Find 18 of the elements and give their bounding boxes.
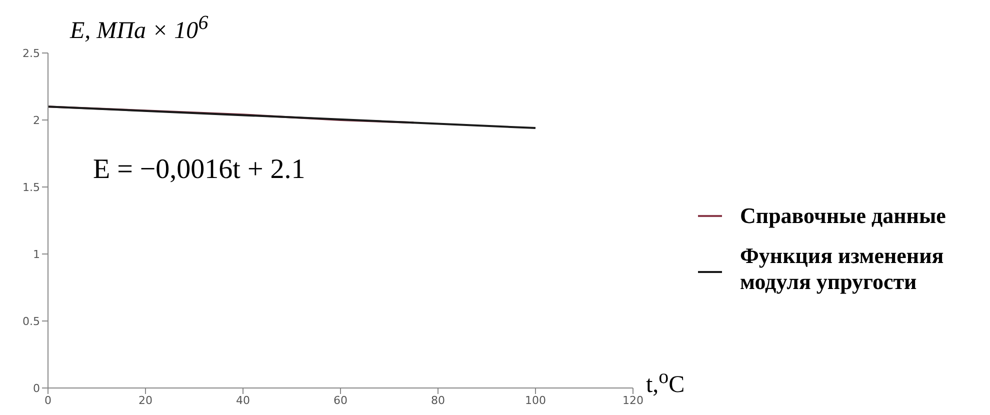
y-axis-title: E, МПа × 10$^{6}$ <box>70 12 208 45</box>
legend-label: Функция изменения модуля упругости <box>740 243 945 295</box>
x-tick-label: 0 <box>44 394 52 407</box>
legend-label: Справочные данные <box>740 203 947 229</box>
y-tick-label: 0 <box>33 382 40 395</box>
x-tick-label: 40 <box>236 394 250 407</box>
x-tick-label: 120 <box>622 394 644 407</box>
x-tick-label: 20 <box>138 394 152 407</box>
x-tick-label: 80 <box>431 394 445 407</box>
y-tick-label: 2 <box>33 114 40 127</box>
x-tick-label: 60 <box>334 394 348 407</box>
x-axis-title: t,$^{o}$C <box>646 366 685 399</box>
y-tick-label: 1 <box>33 248 40 261</box>
y-tick-label: 0.5 <box>22 314 40 328</box>
y-tick-label: 2.5 <box>22 46 40 60</box>
annotation: E = −0,0016t + 2.1 <box>93 154 306 186</box>
y-tick-label: 1.5 <box>22 180 40 194</box>
x-tick-label: 100 <box>525 394 546 407</box>
